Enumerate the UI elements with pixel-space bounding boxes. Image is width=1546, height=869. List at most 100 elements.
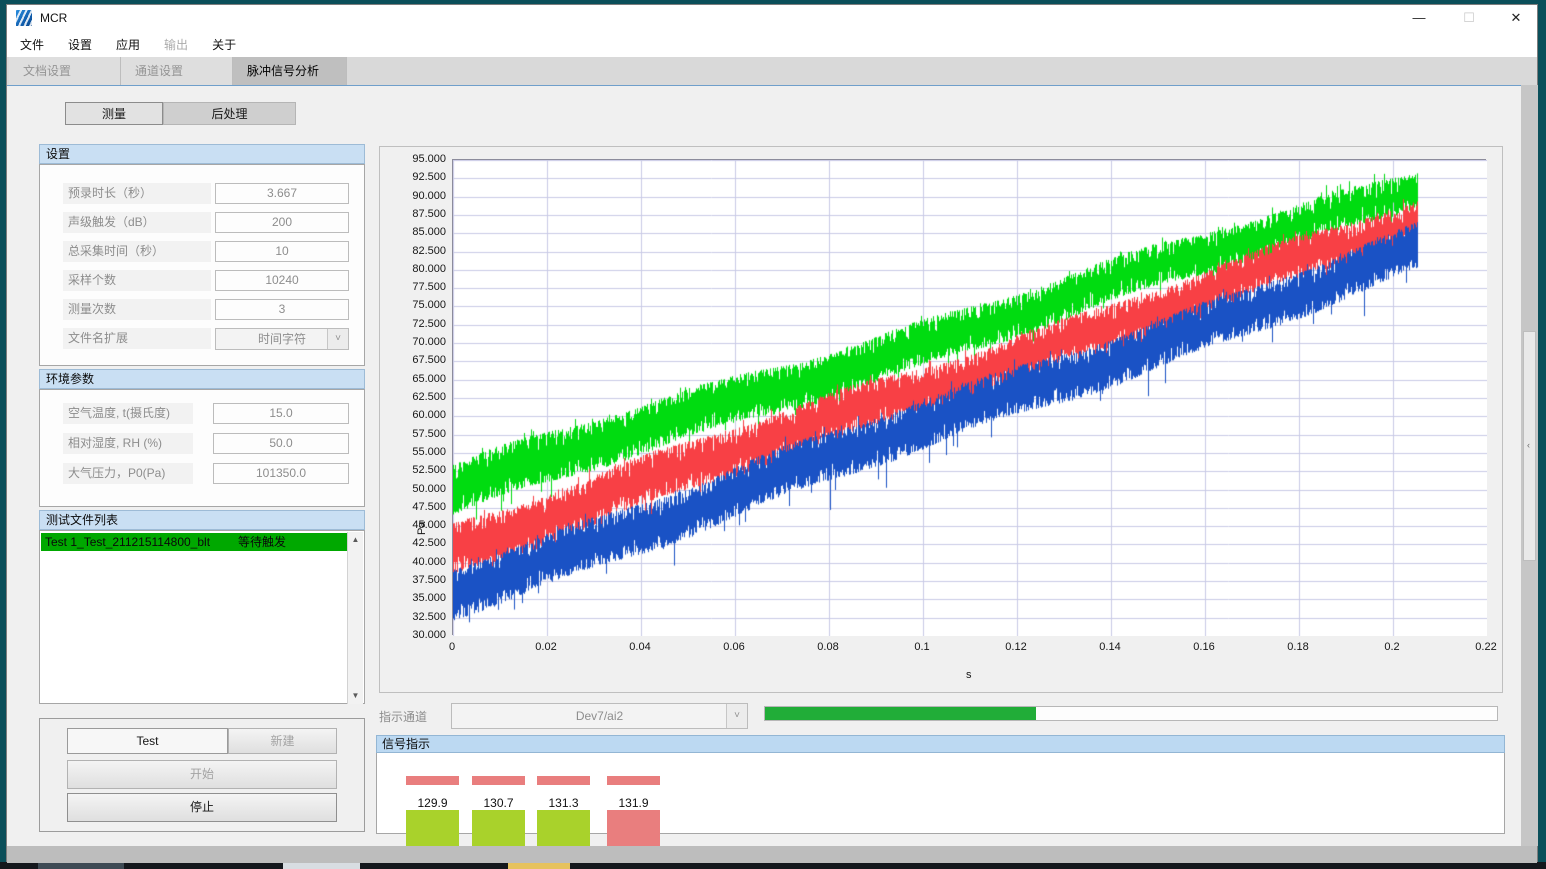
taskbar-icon[interactable] bbox=[283, 863, 360, 869]
air-temperature-label: 空气温度, t(摄氏度) bbox=[63, 403, 193, 424]
y-tick-label: 55.000 bbox=[412, 445, 446, 458]
filename-extension-label: 文件名扩展 bbox=[63, 328, 211, 349]
chevron-down-icon[interactable]: ˅ bbox=[327, 329, 348, 349]
subtab-measure[interactable]: 测量 bbox=[65, 102, 163, 125]
menu-settings[interactable]: 设置 bbox=[68, 37, 93, 52]
file-list-scrollbar[interactable]: ▲ ▼ bbox=[347, 532, 363, 704]
progress-fill bbox=[765, 707, 1036, 720]
x-tick-label: 0.02 bbox=[535, 641, 557, 653]
y-tick-label: 30.000 bbox=[412, 629, 446, 641]
sound-level-trigger-label: 声级触发（dB） bbox=[63, 212, 211, 233]
indicator-channel-combo[interactable]: Dev7/ai2 ˅ bbox=[451, 703, 748, 729]
window-title: MCR bbox=[40, 11, 68, 25]
y-tick-label: 70.000 bbox=[412, 336, 446, 349]
total-acquisition-time-field[interactable]: 10 bbox=[215, 241, 349, 262]
y-tick-label: 65.000 bbox=[412, 372, 446, 385]
tab-channel-settings[interactable]: 通道设置 bbox=[121, 57, 233, 85]
settings-group-header: 设置 bbox=[39, 144, 365, 164]
signal-value: 131.9 bbox=[618, 796, 649, 810]
y-tick-label: 92.500 bbox=[412, 171, 446, 184]
signal-status-square bbox=[537, 810, 590, 849]
signal-indication-panel: 信号指示 129.9 130.7 131.3 131.9 bbox=[376, 735, 1505, 849]
start-button: 开始 bbox=[67, 760, 337, 789]
y-tick-label: 80.000 bbox=[412, 262, 446, 275]
test-name-input[interactable] bbox=[67, 728, 228, 754]
panel-splitter[interactable]: ‹ bbox=[1521, 85, 1538, 846]
y-tick-label: 95.000 bbox=[412, 153, 446, 165]
y-tick-label: 62.500 bbox=[412, 391, 446, 403]
y-tick-label: 40.000 bbox=[412, 555, 446, 568]
signal-value: 129.9 bbox=[417, 796, 448, 810]
test-file-list[interactable]: Test 1_Test_211215114800_blt 等待触发 ▲ ▼ bbox=[39, 530, 365, 704]
scroll-up-icon[interactable]: ▲ bbox=[351, 535, 360, 544]
app-window: MCR — ☐ ✕ 文件 设置 应用 输出 关于 文档设置 通道设置 脉冲信号分… bbox=[6, 4, 1538, 863]
taskbar-icon[interactable] bbox=[38, 863, 124, 869]
atmospheric-pressure-label: 大气压力，P0(Pa) bbox=[63, 463, 193, 484]
filename-extension-combo[interactable]: 时间字符 ˅ bbox=[215, 328, 349, 350]
chevron-down-icon[interactable]: ˅ bbox=[726, 704, 747, 728]
y-axis-title: Pa bbox=[416, 521, 428, 535]
scroll-down-icon[interactable]: ▼ bbox=[351, 691, 360, 700]
stop-button[interactable]: 停止 bbox=[67, 793, 337, 822]
x-tick-label: 0.12 bbox=[1005, 641, 1027, 653]
title-bar[interactable]: MCR — ☐ ✕ bbox=[7, 5, 1537, 31]
y-tick-label: 77.500 bbox=[412, 281, 446, 294]
x-tick-label: 0.22 bbox=[1475, 641, 1497, 653]
splitter-thumb[interactable]: ‹ bbox=[1523, 331, 1536, 561]
y-tick-label: 52.500 bbox=[412, 464, 446, 477]
taskbar[interactable] bbox=[0, 862, 1546, 869]
taskbar-icon[interactable] bbox=[508, 863, 570, 869]
filename-extension-value: 时间字符 bbox=[257, 332, 306, 346]
atmospheric-pressure-field[interactable]: 101350.0 bbox=[213, 463, 349, 484]
signal-panel-body: 129.9 130.7 131.3 131.9 bbox=[376, 753, 1505, 849]
signal-value: 131.3 bbox=[548, 796, 579, 810]
prerecord-duration-label: 预录时长（秒） bbox=[63, 183, 211, 204]
x-tick-label: 0.06 bbox=[723, 641, 745, 653]
y-tick-label: 87.500 bbox=[412, 207, 446, 220]
signal-status-square bbox=[406, 810, 459, 849]
y-tick-label: 60.000 bbox=[412, 409, 446, 422]
close-button[interactable]: ✕ bbox=[1510, 10, 1522, 25]
x-tick-label: 0 bbox=[448, 641, 456, 653]
y-tick-label: 45.000 bbox=[412, 519, 446, 532]
y-tick-label: 75.000 bbox=[412, 299, 446, 312]
sample-count-label: 采样个数 bbox=[63, 270, 211, 291]
relative-humidity-field[interactable]: 50.0 bbox=[213, 433, 349, 454]
signal-waveform-canvas bbox=[453, 160, 1487, 636]
maximize-button[interactable]: ☐ bbox=[1463, 10, 1475, 25]
list-item[interactable]: Test 1_Test_211215114800_blt 等待触发 bbox=[41, 533, 347, 551]
y-tick-label: 37.500 bbox=[412, 574, 446, 587]
measurement-count-label: 测量次数 bbox=[63, 299, 211, 320]
tab-pulse-signal-analysis[interactable]: 脉冲信号分析 bbox=[233, 57, 347, 85]
total-acquisition-time-label: 总采集时间（秒） bbox=[63, 241, 211, 262]
x-tick-label: 0.1 bbox=[914, 641, 930, 653]
menu-about[interactable]: 关于 bbox=[212, 37, 237, 52]
prerecord-duration-field[interactable]: 3.667 bbox=[215, 183, 349, 204]
relative-humidity-label: 相对湿度, RH (%) bbox=[63, 433, 193, 454]
signal-status-square bbox=[472, 810, 525, 849]
tab-document-settings[interactable]: 文档设置 bbox=[9, 57, 121, 85]
sound-level-trigger-field[interactable]: 200 bbox=[215, 212, 349, 233]
file-name: Test 1_Test_211215114800_blt bbox=[45, 535, 211, 549]
measurement-count-field[interactable]: 3 bbox=[215, 299, 349, 320]
x-axis-title: s bbox=[966, 669, 972, 681]
y-tick-label: 50.000 bbox=[412, 482, 446, 495]
y-tick-label: 90.000 bbox=[412, 189, 446, 202]
app-icon bbox=[16, 10, 32, 26]
menu-file[interactable]: 文件 bbox=[20, 37, 45, 52]
signal-top-bar bbox=[472, 776, 525, 785]
y-tick-label: 42.500 bbox=[412, 537, 446, 550]
signal-panel-header: 信号指示 bbox=[376, 735, 1505, 753]
menu-apply[interactable]: 应用 bbox=[116, 37, 141, 52]
acquisition-progress-bar bbox=[764, 706, 1498, 721]
sample-count-field[interactable]: 10240 bbox=[215, 270, 349, 291]
indicator-channel-value: Dev7/ai2 bbox=[575, 709, 624, 723]
y-tick-label: 67.500 bbox=[412, 354, 446, 367]
air-temperature-field[interactable]: 15.0 bbox=[213, 403, 349, 424]
minimize-button[interactable]: — bbox=[1412, 10, 1426, 25]
x-tick-label: 0.14 bbox=[1099, 641, 1121, 653]
y-tick-label: 35.000 bbox=[412, 592, 446, 605]
y-tick-label: 32.500 bbox=[412, 610, 446, 623]
signal-value: 130.7 bbox=[483, 796, 514, 810]
subtab-postprocess[interactable]: 后处理 bbox=[163, 102, 296, 125]
